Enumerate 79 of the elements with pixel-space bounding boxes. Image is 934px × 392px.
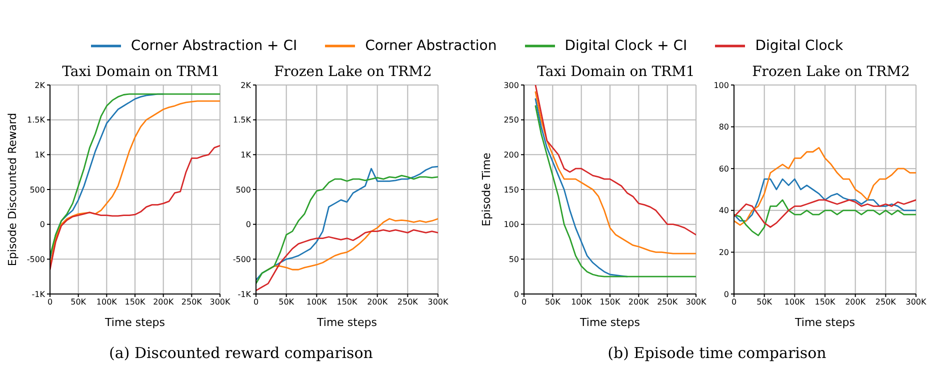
- x-tick-label: 100K: [784, 298, 806, 307]
- chart-title: Taxi Domain on TRM1: [536, 64, 696, 80]
- line-series: [734, 178, 916, 222]
- x-tick-label: 150K: [124, 298, 146, 307]
- x-tick-label: 50K: [544, 298, 562, 307]
- x-tick-label: 150K: [814, 298, 836, 307]
- y-axis-title: Episode Time: [480, 152, 493, 226]
- legend-label: Digital Clock: [755, 38, 844, 54]
- x-tick-label: 200K: [845, 298, 866, 307]
- legend-label: Corner Abstraction: [365, 38, 497, 54]
- y-tick-label: 200: [504, 150, 519, 160]
- x-tick-label: 250K: [181, 298, 203, 307]
- chart-title: Frozen Lake on TRM2: [273, 64, 433, 80]
- y-tick-label: 250: [504, 116, 519, 125]
- y-tick-label: 500: [236, 185, 251, 194]
- y-tick-label: 150: [504, 185, 519, 194]
- y-axis-title: Episode Discounted Reward: [6, 112, 19, 266]
- chart-title: Taxi Domain on TRM1: [61, 64, 221, 80]
- y-tick-label: -1K: [32, 290, 46, 299]
- x-tick-label: 150K: [600, 298, 622, 307]
- y-tick-label: -500: [26, 255, 45, 264]
- legend-label: Digital Clock + CI: [564, 38, 688, 54]
- y-tick-label: 2K: [34, 80, 46, 90]
- y-tick-label: 60: [718, 164, 729, 174]
- x-axis-title: Time steps: [104, 316, 166, 329]
- y-tick-label: 0: [246, 220, 251, 230]
- x-tick-label: 0: [253, 298, 259, 307]
- y-tick-label: 40: [718, 206, 729, 216]
- x-tick-label: 100K: [96, 298, 118, 307]
- x-axis-title: Time steps: [794, 316, 856, 329]
- y-tick-label: 0: [40, 220, 45, 230]
- line-series: [256, 229, 438, 292]
- y-tick-label: 1K: [34, 150, 46, 160]
- x-tick-label: 300K: [210, 298, 232, 307]
- x-axis-title: Time steps: [316, 316, 378, 329]
- y-tick-label: 1K: [240, 150, 252, 160]
- x-tick-label: 100K: [306, 298, 328, 307]
- y-tick-label: 50: [508, 255, 519, 264]
- x-tick-label: 300K: [686, 298, 708, 307]
- x-tick-label: 300K: [428, 298, 450, 307]
- x-tick-label: 50K: [278, 298, 295, 307]
- x-tick-label: 250K: [875, 298, 897, 307]
- y-tick-label: 80: [718, 122, 729, 132]
- x-tick-label: 50K: [70, 298, 87, 307]
- x-tick-label: 250K: [397, 298, 419, 307]
- y-tick-label: 1.5K: [233, 116, 252, 125]
- x-tick-label: 200K: [367, 298, 388, 307]
- x-tick-label: 0: [47, 298, 53, 307]
- y-tick-label: 20: [718, 248, 729, 258]
- line-series: [734, 199, 916, 236]
- x-tick-label: 200K: [628, 298, 650, 307]
- y-tick-label: 0: [514, 290, 519, 299]
- x-tick-label: 100K: [571, 298, 592, 307]
- x-tick-label: 200K: [153, 298, 174, 307]
- y-tick-label: 100: [714, 80, 729, 90]
- line-series: [50, 144, 220, 270]
- legend-label: Corner Abstraction + CI: [130, 38, 298, 54]
- x-axis-title: Time steps: [579, 316, 640, 329]
- x-tick-label: 150K: [336, 298, 358, 307]
- line-series: [734, 147, 916, 226]
- x-tick-label: 0: [521, 298, 527, 307]
- y-tick-label: 1.5K: [27, 116, 46, 125]
- text: (a) Discounted reward comparison: [108, 344, 374, 362]
- x-tick-label: 0: [731, 298, 737, 307]
- y-tick-label: 100: [504, 220, 519, 230]
- y-tick-label: -1K: [238, 290, 252, 299]
- y-tick-label: 500: [30, 185, 45, 194]
- line-series: [534, 105, 696, 278]
- y-tick-label: 0: [724, 290, 729, 299]
- y-tick-label: 300: [504, 80, 519, 90]
- line-series: [734, 199, 916, 228]
- chart-title: Frozen Lake on TRM2: [751, 64, 911, 80]
- y-tick-label: 2K: [240, 80, 252, 90]
- x-tick-label: 300K: [906, 298, 928, 307]
- y-tick-label: -500: [232, 255, 251, 264]
- x-tick-label: 50K: [756, 298, 773, 307]
- line-series: [534, 98, 628, 278]
- x-tick-label: 250K: [657, 298, 678, 307]
- text: (b) Episode time comparison: [606, 344, 828, 362]
